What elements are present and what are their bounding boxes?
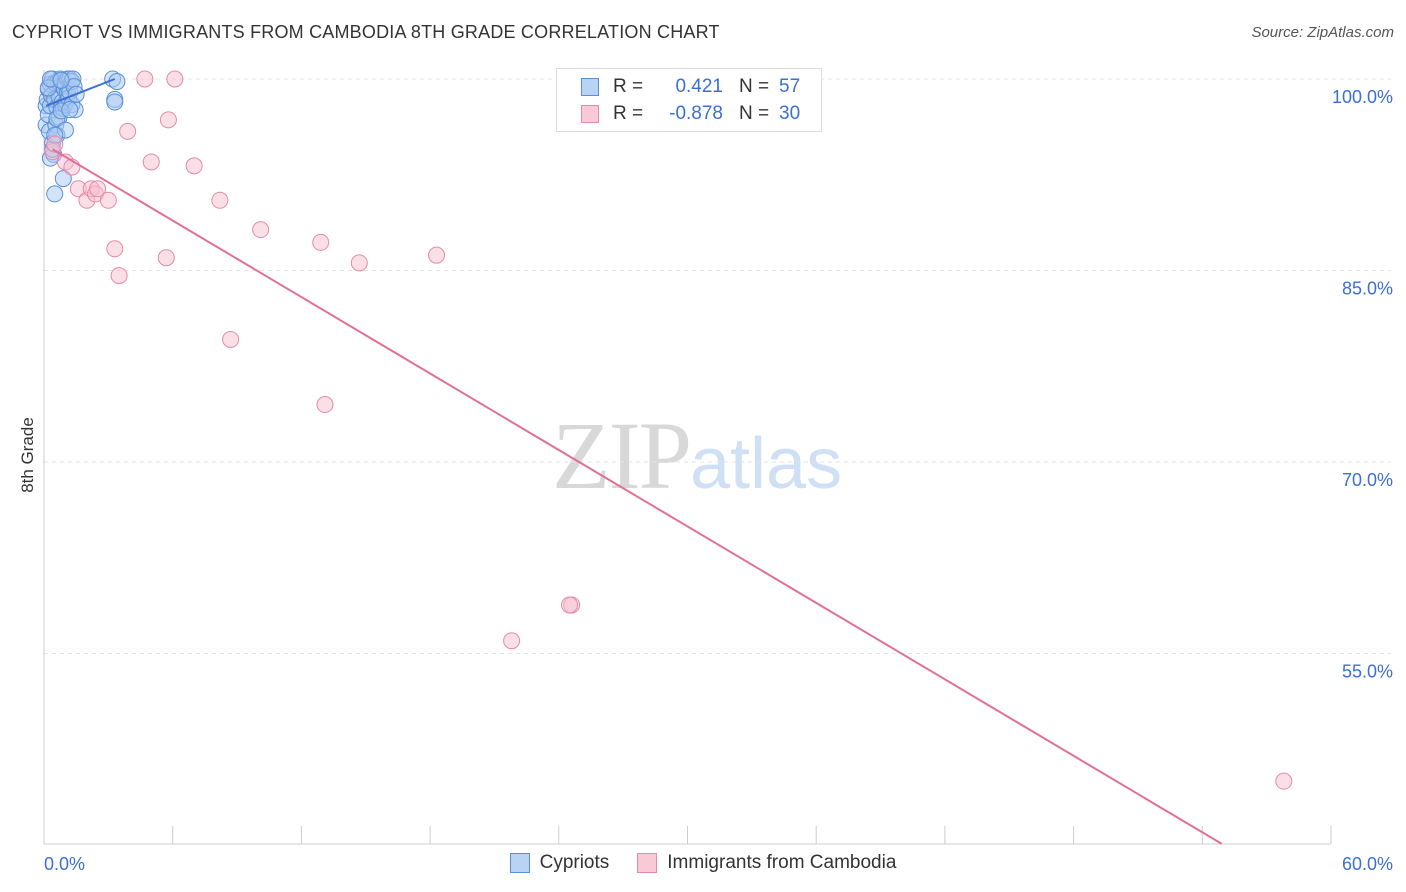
series-legend: Cypriots Immigrants from Cambodia [0,852,1406,874]
stats-legend: R = 0.421 N = 57 R = -0.878 N = 30 [556,68,822,132]
cambodia-point [316,396,334,414]
y-tick-label: 100.0% [1332,87,1393,107]
y-tick-label: 70.0% [1342,470,1393,490]
trend-lines [45,78,1223,845]
legend-swatch-blue [581,78,599,96]
cambodia-point [166,70,184,88]
cambodia-point [428,246,446,264]
y-axis-label: 8th Grade [18,417,37,493]
cambodia-point [503,632,521,650]
cambodia-point [222,330,240,348]
cambodia-point [119,122,137,140]
watermark-atlas: atlas [690,424,843,504]
cambodia-point [185,157,203,175]
y-tick-label: 55.0% [1342,662,1393,682]
watermark-zip: ZIP [552,402,692,509]
cambodia-point [99,191,117,209]
grid-lines [44,78,1391,654]
cypriot-point [46,185,64,203]
legend-row-cambodia: R = -0.878 N = 30 [581,101,800,127]
cambodia-point [312,233,330,251]
cypriot-point [52,71,70,89]
legend-row-cypriots: R = 0.421 N = 57 [581,74,800,100]
legend-n-label: N = [739,103,770,124]
legend-n-value: 57 [779,76,801,97]
cypriot-point [54,170,72,188]
legend-r-value: 0.421 [675,76,723,97]
x-tick-label: 0.0% [44,854,85,874]
cambodia-point [110,267,128,285]
cambodia-point [157,249,175,267]
cambodia-point [142,153,160,171]
cypriot-trend-line [45,78,116,107]
cypriot-point [106,93,124,111]
cypriot-point [61,101,79,119]
cambodia-point [89,180,107,198]
chart-title: CYPRIOT VS IMMIGRANTS FROM CAMBODIA 8TH … [12,22,720,42]
x-tick-label: 60.0% [1342,854,1393,874]
cypriot-point [108,73,126,91]
cambodia-point [136,70,154,88]
y-tick-label: 85.0% [1342,279,1393,299]
legend-swatch-pink [581,105,599,123]
legend-n-value: 30 [779,103,801,124]
legend-label-cambodia: Immigrants from Cambodia [667,852,897,873]
legend-item-cambodia[interactable]: Immigrants from Cambodia [637,852,896,874]
cambodia-point [46,135,64,153]
cambodia-point [1275,772,1293,790]
legend-swatch-pink [637,853,658,873]
cambodia-point [252,221,270,239]
cambodia-point [211,191,229,209]
watermark: ZIPatlas [552,400,842,511]
legend-swatch-blue [509,853,530,873]
legend-r-label: R = [613,76,644,97]
cambodia-point [159,111,177,129]
legend-r-label: R = [613,103,644,124]
axes [43,70,1332,845]
legend-n-label: N = [739,76,770,97]
tick-labels: 100.0% 85.0% 70.0% 55.0% 0.0% 60.0% [44,87,1393,874]
legend-r-value: -0.878 [669,103,723,124]
legend-item-cypriots[interactable]: Cypriots [509,852,610,874]
cambodia-point [350,254,368,272]
cambodia-point [106,240,124,258]
legend-label-cypriots: Cypriots [539,852,610,873]
cambodia-trend-line [52,148,1223,845]
cambodia-point [561,596,579,614]
data-points [37,70,1293,790]
source-label: Source: ZipAtlas.com [1251,24,1394,41]
